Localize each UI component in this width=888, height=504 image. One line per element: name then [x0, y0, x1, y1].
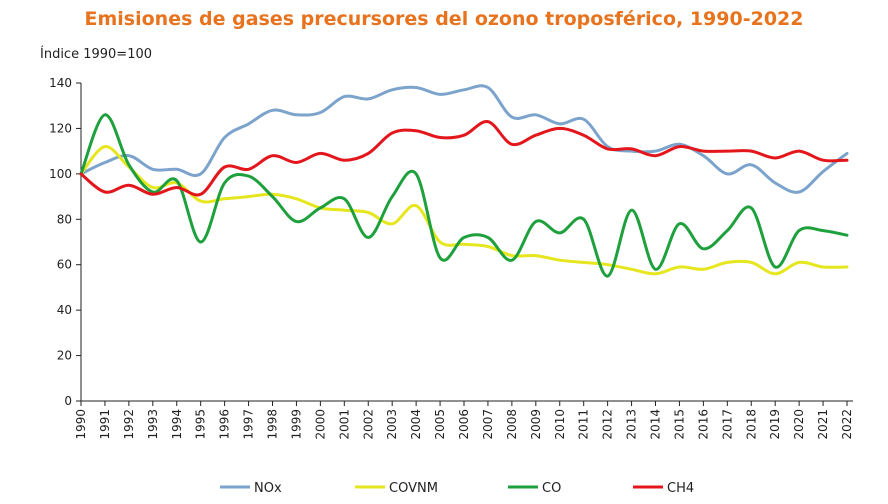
x-tick-label: 1993: [146, 409, 160, 440]
x-tick-label: 2004: [409, 409, 423, 440]
x-tick-label: 1995: [194, 409, 208, 440]
x-tick-label: 1998: [266, 409, 280, 440]
y-tick-label: 60: [57, 258, 72, 272]
x-tick-label: 2022: [840, 409, 854, 440]
x-tick-label: 2016: [696, 409, 710, 440]
legend-label-co: CO: [542, 481, 561, 496]
series-line-co: [79, 113, 849, 278]
x-tick-label: 1990: [74, 409, 88, 440]
x-tick-label: 2002: [361, 409, 375, 440]
x-tick-label: 2012: [601, 409, 615, 440]
x-tick-label: 2014: [649, 409, 663, 440]
y-tick-label: 20: [57, 349, 72, 363]
series-line-covnm: [79, 145, 849, 276]
x-tick-label: 2018: [744, 409, 758, 440]
y-tick-label: 40: [57, 303, 72, 317]
chart-title: Emisiones de gases precursores del ozono…: [84, 8, 804, 30]
x-tick-label: 2010: [553, 409, 567, 440]
y-tick-label: 0: [64, 394, 72, 408]
x-tick-label: 2006: [457, 409, 471, 440]
x-tick-label: 2021: [816, 409, 830, 440]
x-tick-label: 2011: [577, 409, 591, 440]
legend-label-nox: NOx: [254, 481, 282, 496]
series-line-ch4: [79, 120, 849, 197]
x-tick-label: 2009: [529, 409, 543, 440]
y-axis-label: Índice 1990=100: [40, 47, 153, 62]
y-ticks: 0 20 40 60 80 100 120 140: [49, 76, 81, 408]
x-tick-label: 2020: [792, 409, 806, 440]
y-tick-label: 140: [49, 76, 72, 90]
x-tick-label: 2008: [505, 409, 519, 440]
x-tick-label: 2015: [672, 409, 686, 440]
series-lines: [79, 84, 849, 278]
x-tick-label: 2005: [433, 409, 447, 440]
x-tick-label: 1991: [98, 409, 112, 440]
x-tick-label: 1994: [170, 409, 184, 440]
x-tick-label: 2017: [720, 409, 734, 440]
y-tick-label: 120: [49, 121, 72, 135]
legend-label-covnm: COVNM: [389, 481, 438, 496]
axes: [80, 83, 853, 402]
legend: NOx COVNM CO CH4: [220, 481, 694, 496]
x-tick-label: 1999: [289, 409, 303, 440]
x-tick-label: 2000: [313, 409, 327, 440]
x-tick-label: 1992: [122, 409, 136, 440]
x-tick-label: 2001: [337, 409, 351, 440]
x-tick-label: 1996: [218, 409, 232, 440]
x-ticks: 1990 1991 1992 1993 1994 1995 1996 1997 1998 1999…: [74, 401, 854, 440]
legend-label-ch4: CH4: [667, 481, 694, 496]
series-line-nox: [79, 84, 849, 194]
x-tick-label: 2019: [768, 409, 782, 440]
x-tick-label: 2003: [385, 409, 399, 440]
x-tick-label: 1997: [242, 409, 256, 440]
y-tick-label: 80: [57, 212, 72, 226]
x-tick-label: 2013: [625, 409, 639, 440]
y-tick-label: 100: [49, 167, 72, 181]
x-tick-label: 2007: [481, 409, 495, 440]
